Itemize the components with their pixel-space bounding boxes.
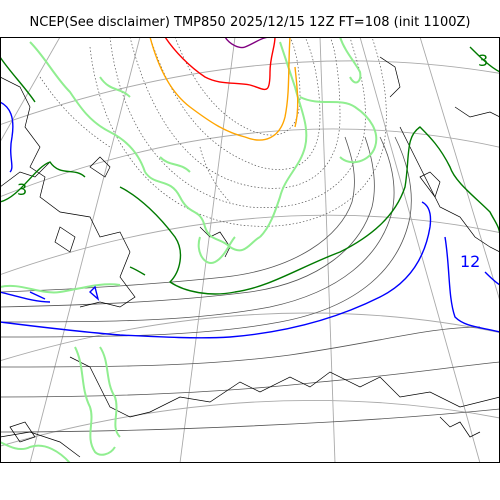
dotted-isotherm bbox=[109, 37, 366, 209]
isotherm-line bbox=[99, 76, 131, 98]
coastlines bbox=[0, 56, 500, 458]
longitude-lines bbox=[0, 37, 500, 463]
isotherm-line bbox=[469, 46, 500, 73]
solid-isotherm bbox=[0, 136, 395, 323]
latitude-line bbox=[0, 128, 500, 198]
coastline bbox=[9, 421, 36, 443]
isotherm-line bbox=[149, 37, 291, 141]
dotted-isotherm bbox=[149, 37, 321, 170]
solid-isotherm bbox=[0, 408, 500, 433]
coastline bbox=[399, 126, 500, 253]
isotherm-line bbox=[164, 37, 276, 91]
solid-isotherm bbox=[0, 136, 355, 293]
isotherm-line bbox=[0, 56, 36, 103]
contour-label-3-west: 3 bbox=[17, 180, 27, 199]
isotherm-line bbox=[159, 156, 191, 173]
longitude-line bbox=[0, 37, 61, 143]
isotherm-red bbox=[164, 37, 276, 91]
latitude-line bbox=[0, 312, 500, 362]
isotherm-line bbox=[259, 41, 308, 238]
isotherm-line bbox=[0, 441, 71, 463]
coastline bbox=[199, 226, 231, 258]
dotted-isotherm bbox=[89, 37, 387, 227]
dotted-isotherm bbox=[199, 146, 231, 203]
isotherm-line bbox=[197, 236, 236, 264]
latitude-line bbox=[0, 399, 500, 447]
contour-label-3-northeast: 3 bbox=[478, 51, 488, 70]
isotherm-line bbox=[0, 201, 432, 339]
solid-isotherm bbox=[0, 326, 481, 368]
isotherm-line bbox=[74, 346, 116, 456]
coastline bbox=[54, 226, 76, 253]
isotherm-0c bbox=[0, 37, 378, 463]
coastline bbox=[89, 156, 111, 178]
coastline bbox=[454, 106, 500, 118]
isotherm-line bbox=[119, 126, 500, 295]
dotted-isotherm bbox=[39, 76, 111, 148]
isotherm-3c bbox=[0, 46, 500, 295]
coastline bbox=[439, 416, 481, 438]
isotherm-line bbox=[444, 236, 500, 333]
isotherm-line bbox=[88, 285, 100, 301]
isotherm-line bbox=[294, 66, 299, 128]
dotted-isotherm bbox=[129, 37, 341, 189]
isotherm-line bbox=[129, 266, 146, 276]
isotherm-line bbox=[484, 271, 500, 286]
isotherm-purple bbox=[224, 37, 271, 49]
dotted-isotherm bbox=[174, 37, 301, 136]
isotherm-12c bbox=[0, 101, 500, 339]
latitude-line bbox=[0, 214, 500, 276]
isotherm-line bbox=[144, 171, 261, 252]
weather-map: 3 3 12 bbox=[0, 37, 500, 463]
solid-isotherm bbox=[0, 136, 375, 308]
isotherm-line bbox=[0, 283, 121, 294]
coastline bbox=[69, 356, 500, 418]
isotherm-line bbox=[0, 161, 86, 203]
isotherm-orange bbox=[149, 37, 299, 141]
longitude-line bbox=[319, 37, 336, 463]
coastline bbox=[419, 171, 441, 198]
solid-isotherms bbox=[0, 136, 500, 433]
isotherm-line bbox=[99, 346, 121, 438]
longitude-line bbox=[359, 37, 481, 463]
map-title: NCEP(See disclaimer) TMP850 2025/12/15 1… bbox=[29, 15, 471, 30]
latitude-line bbox=[0, 60, 500, 126]
coastline bbox=[0, 161, 51, 188]
isotherm-line bbox=[29, 41, 146, 173]
longitude-line bbox=[179, 37, 236, 463]
isotherm-line bbox=[299, 96, 378, 164]
latitude-lines bbox=[0, 60, 500, 447]
longitude-line bbox=[29, 37, 141, 463]
coastline bbox=[379, 56, 401, 98]
isotherm-line bbox=[339, 37, 362, 84]
isotherm-line bbox=[29, 291, 46, 300]
coastline bbox=[0, 76, 136, 308]
contour-label-12: 12 bbox=[460, 252, 480, 271]
isotherm-line bbox=[0, 101, 14, 173]
isotherm-line bbox=[224, 37, 271, 49]
dotted-isotherms bbox=[39, 37, 387, 227]
isotherm-line bbox=[0, 291, 51, 303]
solid-isotherm bbox=[0, 136, 412, 338]
longitude-line bbox=[419, 37, 500, 303]
solid-isotherm bbox=[0, 361, 500, 398]
